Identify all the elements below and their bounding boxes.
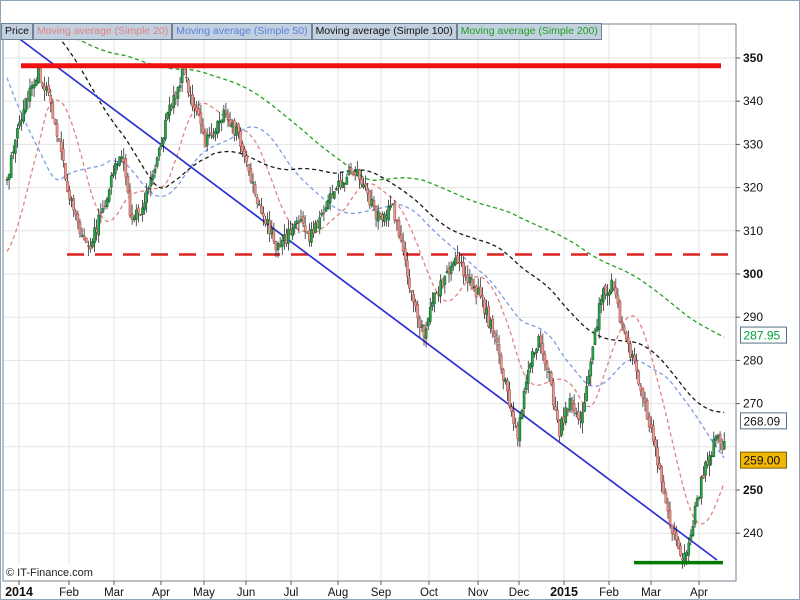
x-tick-Oct-9: Oct <box>420 587 439 599</box>
y-tick-340: 340 <box>743 94 763 108</box>
watermark: © IT-Finance.com <box>6 567 93 579</box>
legend-item-price[interactable]: Price <box>1 23 33 40</box>
gridlines <box>3 24 736 581</box>
legend-item-ma20[interactable]: Moving average (Simple 20) <box>32 23 173 40</box>
x-tick-2014-0: 2014 <box>5 585 33 599</box>
x-tick-Aug-7: Aug <box>328 587 348 599</box>
x-tick-Feb-1: Feb <box>59 587 79 599</box>
legend-item-ma200[interactable]: Moving average (Simple 200) <box>456 23 602 40</box>
y-tick-250: 250 <box>743 483 763 497</box>
x-tick-2015-12: 2015 <box>550 585 578 599</box>
y-tick-290: 290 <box>743 310 763 324</box>
x-tick-Feb-13: Feb <box>599 587 619 599</box>
x-tick-May-4: May <box>193 587 215 599</box>
x-tick-Jun-5: Jun <box>237 587 256 599</box>
y-tick-300: 300 <box>743 267 763 281</box>
ma-50-line <box>6 77 725 459</box>
x-tick-Jul-6: Jul <box>284 587 299 599</box>
legend-item-ma100[interactable]: Moving average (Simple 100) <box>311 23 457 40</box>
price-label-box-259.00 <box>740 451 787 469</box>
up-candles <box>5 64 726 562</box>
x-tick-Dec-11: Dec <box>509 587 530 599</box>
x-tick-Mar-14: Mar <box>641 587 661 599</box>
price-label-268.09: 268.09 <box>744 414 781 428</box>
x-tick-Nov-10: Nov <box>468 587 489 599</box>
y-tick-270: 270 <box>743 397 763 411</box>
x-axis: 2014 Feb Mar Apr May Jun Jul Aug Sep Oct Nov Dec 201… <box>5 581 708 599</box>
y-tick-350: 350 <box>743 51 763 65</box>
x-tick-Sep-8: Sep <box>371 587 391 599</box>
y-tick-240: 240 <box>743 526 763 540</box>
candles-layer <box>5 64 726 569</box>
indicator-legend: Price Moving average (Simple 20) Moving av… <box>1 23 602 40</box>
y-tick-330: 330 <box>743 137 763 151</box>
y-tick-280: 280 <box>743 353 763 367</box>
price-label-box-287.95 <box>740 326 787 344</box>
price-labels: 287.95 268.09 259.00 <box>740 326 787 469</box>
x-tick-Mar-2: Mar <box>104 587 124 599</box>
watermark-bg <box>4 565 108 579</box>
ma-100-line <box>42 25 725 414</box>
x-tick-Apr-3: Apr <box>152 587 170 599</box>
trendline[interactable] <box>2 25 718 561</box>
x-tick-Apr-15: Apr <box>690 587 708 599</box>
y-tick-310: 310 <box>743 224 763 238</box>
legend-item-ma50[interactable]: Moving average (Simple 50) <box>172 23 312 40</box>
y-axis: 350 340 330 320 310 300 290 280 270 250 240 <box>736 51 763 540</box>
price-label-287.95: 287.95 <box>744 329 781 343</box>
y-tick-320: 320 <box>743 181 763 195</box>
price-label-259.00: 259.00 <box>744 454 781 468</box>
price-label-box-268.09 <box>740 412 787 430</box>
